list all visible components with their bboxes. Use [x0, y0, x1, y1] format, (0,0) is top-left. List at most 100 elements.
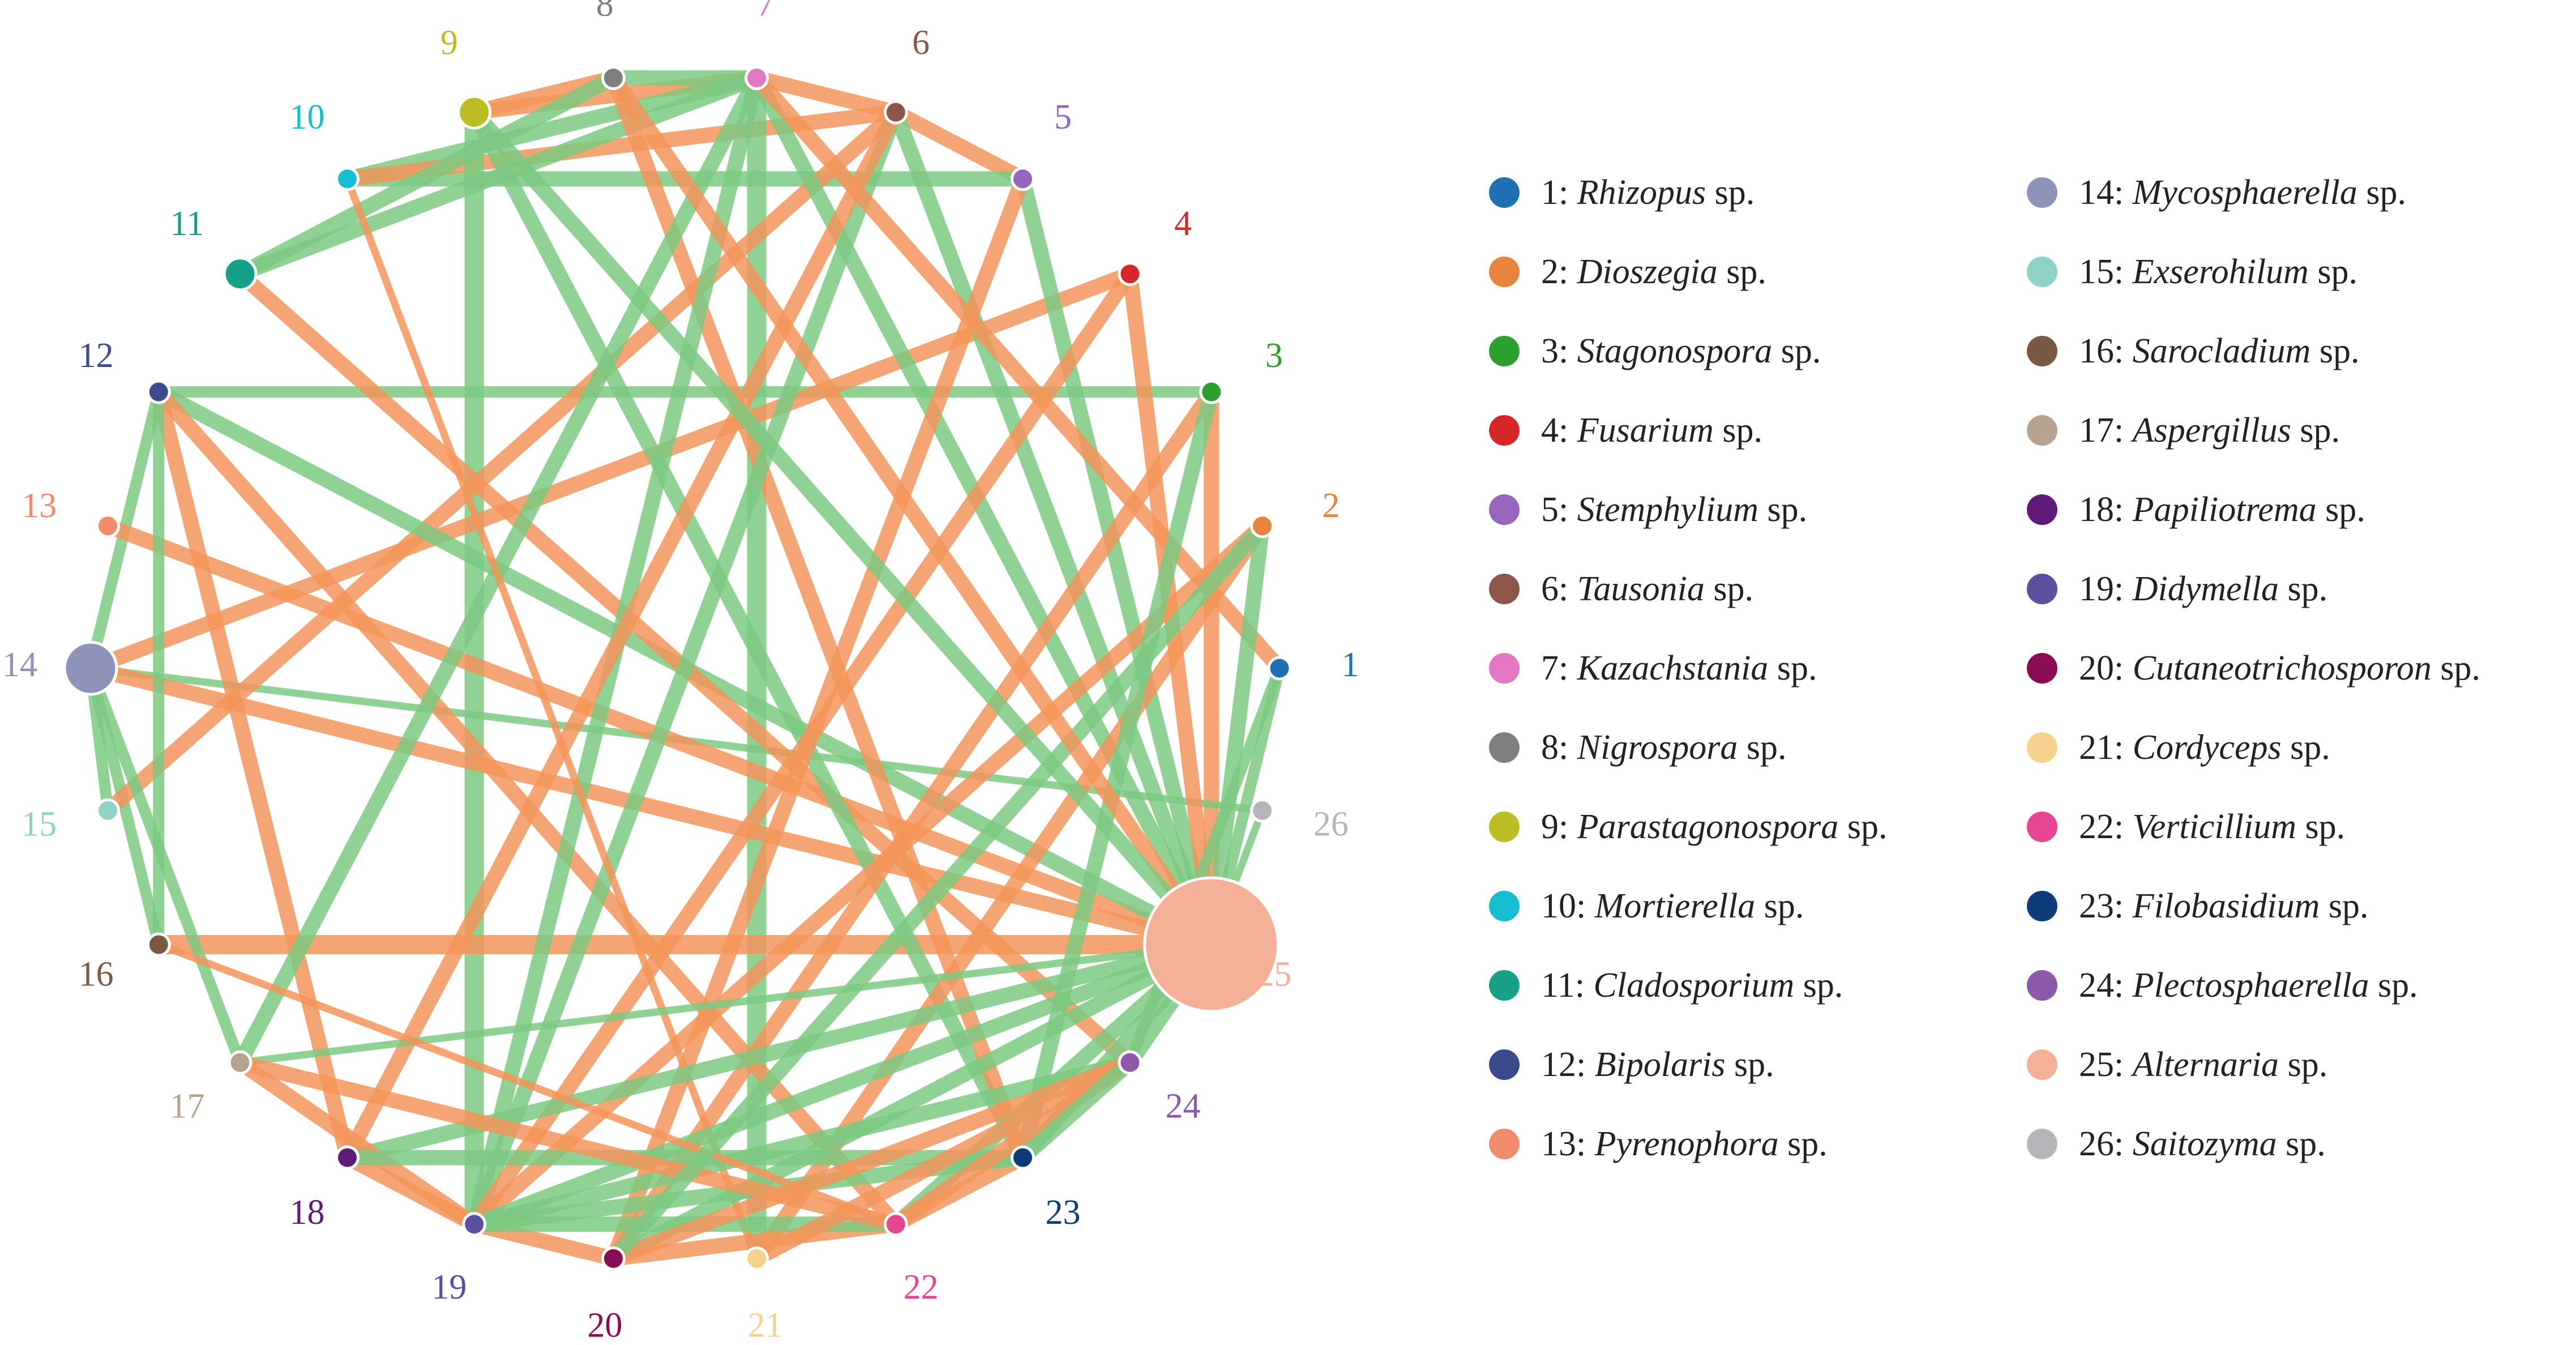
legend-suffix: sp.	[1713, 411, 1763, 450]
legend-number: 22:	[2079, 807, 2133, 846]
legend-suffix: sp.	[1704, 569, 1754, 608]
legend-label: 10: Mortierella sp.	[1541, 886, 1804, 926]
legend-suffix: sp.	[1778, 1124, 1828, 1163]
node-10	[335, 166, 360, 191]
legend-genus: Dioszegia	[1577, 252, 1718, 291]
node-label-14: 14	[2, 646, 37, 684]
edge-6-18	[340, 104, 904, 1165]
legend-number: 2:	[1541, 252, 1577, 291]
node-13	[96, 514, 121, 539]
edge-11-7	[232, 70, 765, 282]
legend-label: 22: Verticillium sp.	[2079, 807, 2345, 847]
legend-label: 25: Alternaria sp.	[2079, 1045, 2327, 1085]
legend-swatch	[2027, 574, 2057, 604]
node-label-21: 21	[748, 1306, 783, 1345]
legend-suffix: sp.	[2277, 1124, 2326, 1163]
legend-suffix: sp.	[1768, 648, 1817, 688]
node-label-19: 19	[431, 1268, 467, 1306]
node-15	[96, 798, 121, 823]
edge-20-24	[605, 1054, 1138, 1266]
legend-suffix: sp.	[1838, 807, 1888, 846]
legend-item-9: 9: Parastagonospora sp.	[1489, 793, 1887, 861]
legend-label: 15: Exserohilum sp.	[2079, 252, 2357, 292]
node-25	[1143, 876, 1280, 1013]
legend-item-5: 5: Stemphylium sp.	[1489, 476, 1807, 544]
node-label-23: 23	[1045, 1193, 1080, 1232]
legend-item-24: 24: Plectosphaerella sp.	[2027, 951, 2418, 1019]
legend-item-21: 21: Cordyceps sp.	[2027, 714, 2330, 782]
legend-label: 5: Stemphylium sp.	[1541, 490, 1807, 530]
legend-swatch	[2027, 891, 2057, 921]
edge-3-20	[605, 384, 1219, 1266]
legend-swatch	[2027, 257, 2057, 287]
legend-item-16: 16: Sarocladium sp.	[2027, 317, 2359, 385]
legend-genus: Parastagonospora	[1577, 807, 1839, 846]
node-label-3: 3	[1265, 336, 1283, 375]
legend-item-18: 18: Papiliotrema sp.	[2027, 476, 2365, 544]
node-7	[744, 66, 769, 91]
legend-swatch	[2027, 812, 2057, 842]
node-label-18: 18	[290, 1193, 325, 1232]
edge-2-20	[605, 518, 1270, 1266]
legend-number: 19:	[2079, 569, 2133, 608]
legend-genus: Filobasidium	[2132, 886, 2320, 925]
legend-item-2: 2: Dioszegia sp.	[1489, 238, 1766, 306]
legend-swatch	[2027, 970, 2057, 1001]
legend-swatch	[1489, 1049, 1520, 1080]
node-19	[462, 1212, 487, 1237]
legend-genus: Nigrospora	[1577, 728, 1738, 767]
edge-9-23	[467, 104, 1030, 1165]
edge-12-18	[151, 384, 356, 1165]
legend-label: 7: Kazachstania sp.	[1541, 648, 1817, 689]
legend-number: 12:	[1541, 1045, 1595, 1084]
node-label-6: 6	[912, 24, 930, 62]
legend-item-13: 13: Pyrenophora sp.	[1489, 1110, 1828, 1178]
node-24	[1118, 1050, 1142, 1075]
legend-number: 9:	[1541, 807, 1577, 846]
legend-swatch	[2027, 653, 2057, 684]
legend-genus: Alternaria	[2132, 1045, 2279, 1084]
legend-item-6: 6: Tausonia sp.	[1489, 555, 1753, 623]
legend-swatch	[1489, 415, 1520, 446]
legend-label: 2: Dioszegia sp.	[1541, 252, 1766, 292]
legend-item-26: 26: Saitozyma sp.	[2027, 1110, 2326, 1178]
legend-swatch	[2027, 1049, 2057, 1080]
edge-7-6	[749, 70, 904, 120]
node-3	[1199, 379, 1224, 404]
edge-14-25	[83, 660, 1219, 953]
legend-genus: Bipolaris	[1594, 1045, 1726, 1084]
legend-number: 14:	[2079, 173, 2133, 212]
legend-genus: Mortierella	[1594, 886, 1756, 925]
legend-item-19: 19: Didymella sp.	[2027, 555, 2327, 623]
node-label-15: 15	[22, 805, 57, 843]
node-label-13: 13	[22, 486, 57, 525]
legend-label: 19: Didymella sp.	[2079, 569, 2327, 609]
edge-25-20	[605, 937, 1219, 1266]
legend-genus: Exserohilum	[2132, 252, 2309, 291]
legend-number: 16:	[2079, 331, 2133, 370]
legend-label: 4: Fusarium sp.	[1541, 411, 1762, 451]
legend-suffix: sp.	[1794, 966, 1843, 1005]
legend-number: 23:	[2079, 886, 2133, 925]
legend-item-7: 7: Kazachstania sp.	[1489, 634, 1817, 702]
legend-number: 17:	[2079, 411, 2133, 450]
legend-genus: Cladosporium	[1593, 966, 1795, 1005]
legend-item-3: 3: Stagonospora sp.	[1489, 317, 1821, 385]
edge-16-22	[155, 941, 900, 1228]
node-label-8: 8	[596, 0, 614, 24]
edge-19-24	[467, 1054, 1138, 1232]
legend-label: 16: Sarocladium sp.	[2079, 331, 2359, 372]
legend-number: 6:	[1541, 569, 1577, 608]
legend-swatch	[2027, 732, 2057, 763]
legend-item-1: 1: Rhizopus sp.	[1489, 159, 1755, 227]
legend-genus: Papiliotrema	[2132, 490, 2317, 529]
legend-item-17: 17: Aspergillus sp.	[2027, 396, 2340, 464]
node-4	[1118, 262, 1142, 287]
edge-23-24	[1015, 1054, 1138, 1165]
node-9	[457, 95, 492, 130]
legend-item-11: 11: Cladosporium sp.	[1489, 951, 1843, 1019]
legend-number: 26:	[2079, 1124, 2133, 1163]
legend-suffix: sp.	[2369, 966, 2418, 1005]
legend-genus: Plectosphaerella	[2132, 966, 2369, 1005]
